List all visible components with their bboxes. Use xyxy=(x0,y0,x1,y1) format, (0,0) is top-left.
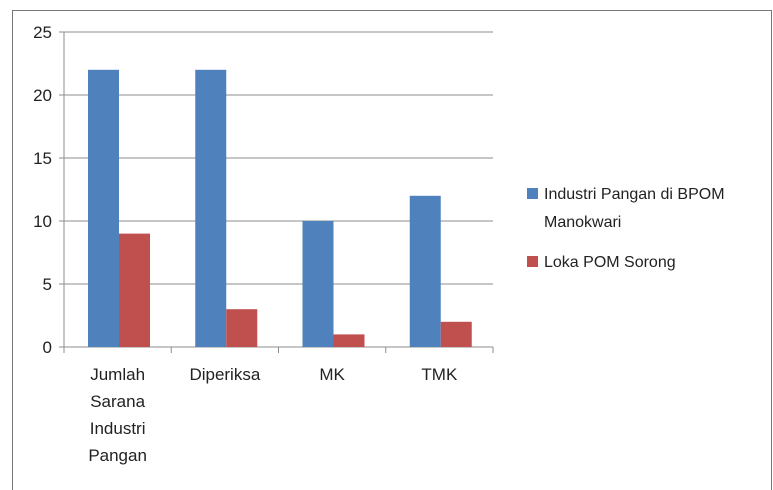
x-category-label-1-line-2: Sarana xyxy=(90,392,145,411)
legend-swatch-1 xyxy=(527,188,538,199)
y-tick-label-5: 5 xyxy=(43,275,52,294)
bar-series2-cat3 xyxy=(333,334,365,347)
bar-series1-cat3 xyxy=(302,221,334,347)
x-category-label-1-line-1: Jumlah xyxy=(90,365,145,384)
x-category-label-2-line-1: Diperiksa xyxy=(189,365,260,384)
bar-series2-cat2 xyxy=(226,309,258,347)
x-category-label-3-line-1: MK xyxy=(319,365,345,384)
bar-chart: 0 5 10 15 20 25 Jumlah Sarana Industri Pangan Dipe… xyxy=(33,23,725,465)
bar-series1-cat2 xyxy=(195,69,227,348)
bar-series2-cat1 xyxy=(119,233,150,347)
bar-series1-cat1 xyxy=(88,69,119,348)
legend-label-1-line-2: Manokwari xyxy=(544,214,621,231)
chart-frame xyxy=(12,10,772,490)
y-tick-label-10: 10 xyxy=(33,212,52,231)
y-tick-label-0: 0 xyxy=(43,338,52,357)
legend-label-2-line-1: Loka POM Sorong xyxy=(544,254,676,271)
y-tick-label-25: 25 xyxy=(33,23,52,42)
x-category-label-1-line-3: Industri xyxy=(90,419,146,438)
legend-swatch-2 xyxy=(527,256,538,267)
legend-label-1-line-1: Industri Pangan di BPOM xyxy=(544,186,725,203)
y-tick-label-15: 15 xyxy=(33,149,52,168)
bar-series1-cat4 xyxy=(409,195,441,347)
bar-series2-cat4 xyxy=(440,321,472,347)
x-category-label-4-line-1: TMK xyxy=(421,365,458,384)
y-tick-label-20: 20 xyxy=(33,86,52,105)
x-category-label-1-line-4: Pangan xyxy=(88,446,147,465)
